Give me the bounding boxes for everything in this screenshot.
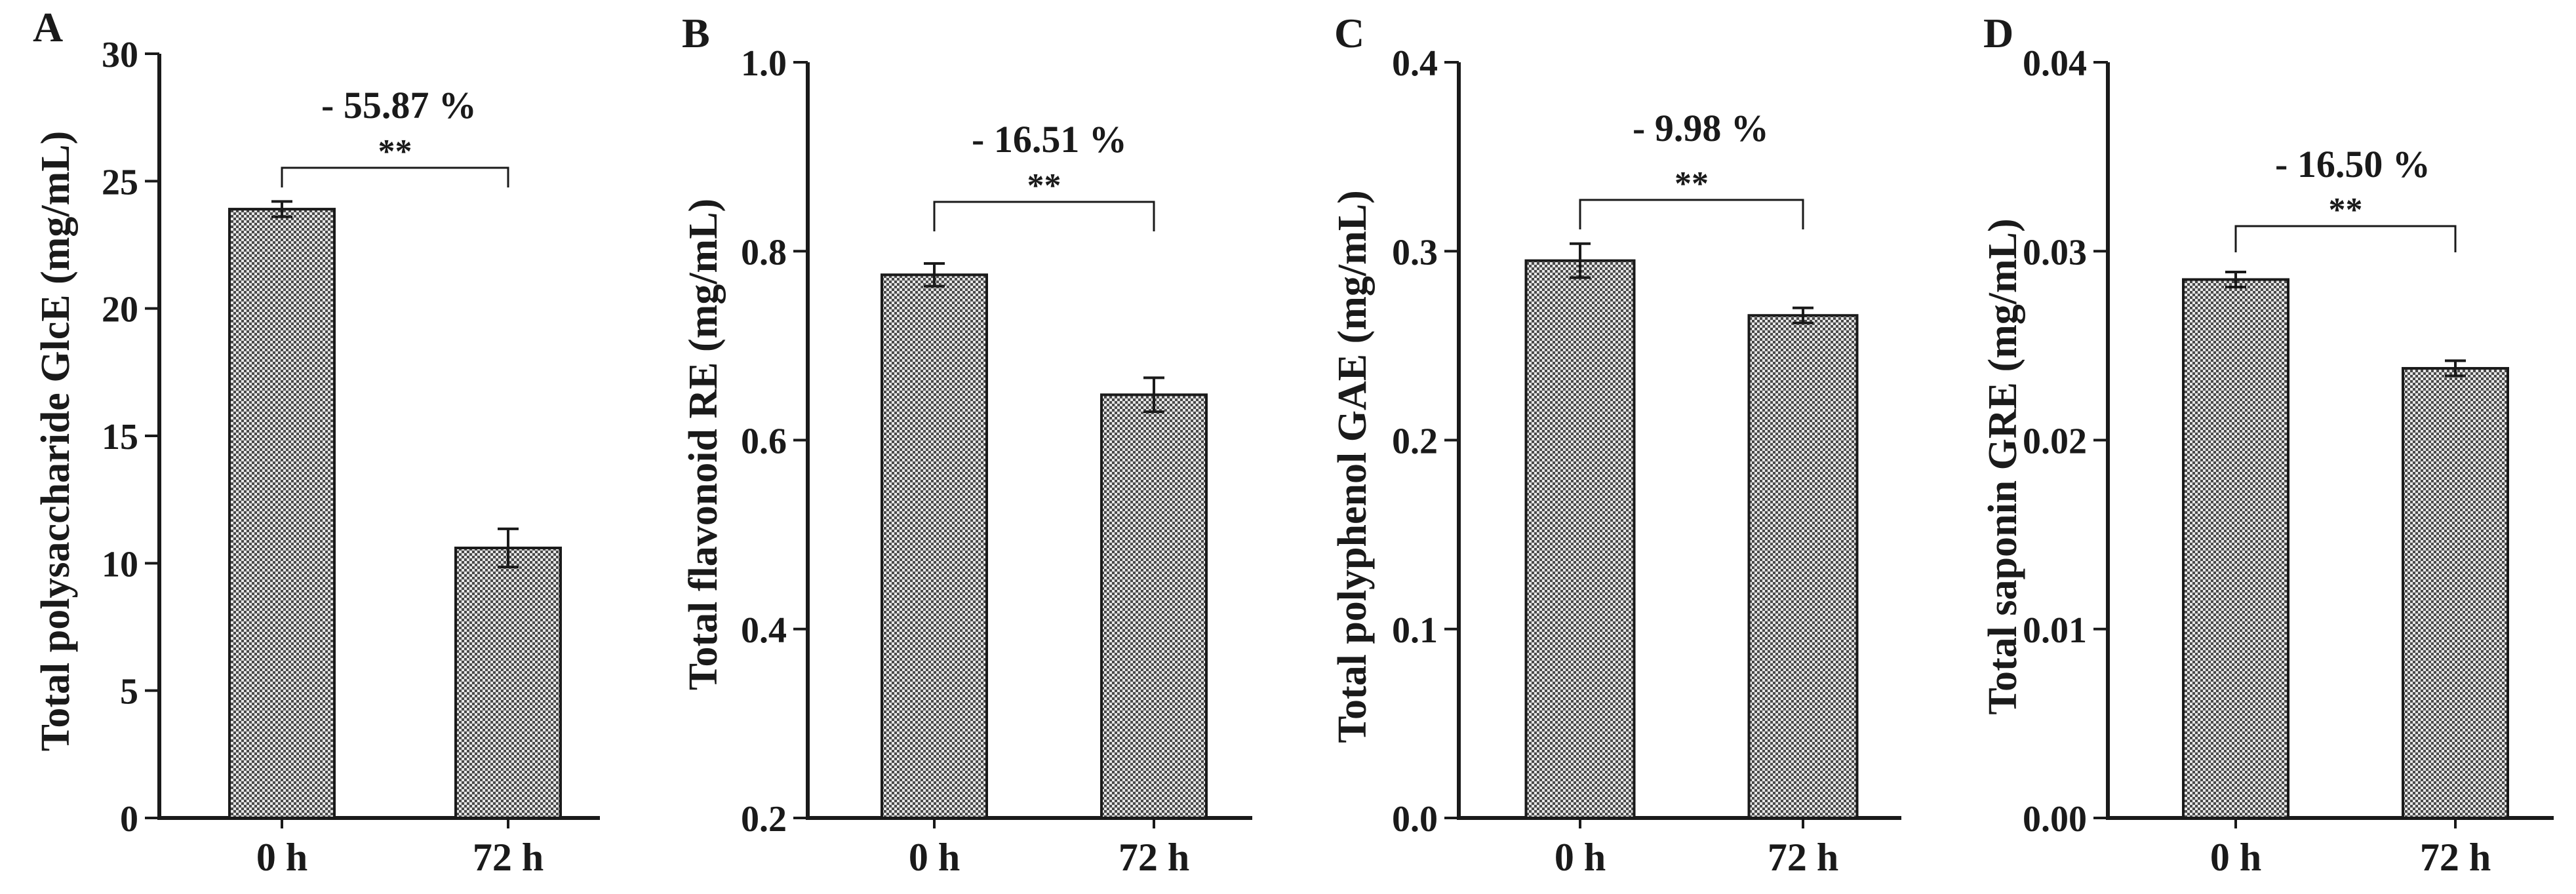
y-tick-label-a: 20	[102, 290, 138, 330]
panel-d: D Total saponin GRE (mg/mL) 0.00 0.01 0.02…	[1981, 10, 2554, 879]
bar-b-1	[1100, 393, 1208, 819]
y-tick-label-c: 0.0	[1392, 799, 1438, 840]
x-tick-label-a-0: 0 h	[256, 836, 307, 879]
y-axis-label-d: Total saponin GRE (mg/mL)	[1981, 218, 2025, 714]
change-annotation-b: - 16.51 %	[972, 118, 1127, 161]
bar-a-0	[228, 208, 336, 819]
plot-area-b: 0.2 0.4 0.6 0.8 1.0 0 h 72 h ** - 16.51 %	[741, 43, 1252, 879]
y-tick-label-d: 0.02	[2023, 421, 2087, 462]
significance-stars-c: **	[1674, 165, 1709, 203]
y-tick-label-a: 10	[102, 544, 138, 585]
y-tick-label-b: 0.8	[741, 232, 787, 273]
significance-bracket-c	[1579, 199, 1804, 229]
panel-b: B Total flavonoid RE (mg/mL) 0.20.40.60.…	[681, 10, 1252, 879]
x-tick-label-c-0: 0 h	[1555, 836, 1606, 879]
y-axis-label-a: Total polysaccharide GlcE (mg/mL)	[33, 131, 78, 752]
x-tick-label-d-0: 0 h	[2210, 836, 2261, 879]
bar-b-0	[881, 273, 988, 819]
panel-a: A Total polysaccharide GlcE (mg/mL) 0 5 10…	[33, 4, 600, 879]
y-tick-label-c: 0.2	[1392, 421, 1438, 462]
y-tick-label-a: 15	[102, 417, 138, 457]
x-tick-label-a-1: 72 h	[473, 836, 544, 879]
plot-area-c: 0.0 0.1 0.2 0.3 0.4 0 h 72 h ** - 9.98 %	[1392, 43, 1901, 879]
y-tick-label-d: 0.01	[2023, 610, 2087, 651]
y-tick-label-c: 0.1	[1392, 610, 1438, 651]
y-tick-label-a: 5	[120, 672, 138, 712]
plot-area-d: 0.00 0.01 0.02 0.03 0.04 0 h 72 h ** - 16.50 %	[2023, 43, 2554, 879]
y-axis-label-c: Total polyphenol GAE (mg/mL)	[1330, 190, 1375, 743]
y-tick-label-c: 0.3	[1392, 232, 1438, 273]
y-tick-label-b: 0.6	[741, 421, 787, 462]
panel-letter-a: A	[33, 4, 63, 50]
significance-stars-b: **	[1027, 167, 1061, 204]
change-annotation-a: - 55.87 %	[321, 84, 477, 126]
x-tick-label-b-0: 0 h	[909, 836, 960, 879]
x-tick-label-c-1: 72 h	[1768, 836, 1838, 879]
y-tick-label-a: 30	[102, 35, 138, 75]
panel-c: C Total polyphenol GAE (mg/mL) 0.0 0.1 0.2…	[1330, 10, 1901, 879]
significance-stars-d: **	[2329, 191, 2363, 229]
plot-area-a: 0 5 10 15 20 25 30 0 h 72 h ** - 55.87 %	[102, 35, 600, 879]
significance-bracket-a	[281, 166, 509, 187]
y-tick-label-d: 0.03	[2023, 232, 2087, 273]
significance-stars-a: **	[378, 133, 412, 170]
bar-c-1	[1747, 314, 1859, 819]
panel-letter-b: B	[682, 10, 710, 56]
significance-bracket-b	[933, 201, 1155, 231]
bar-d-1	[2402, 366, 2509, 819]
y-tick-label-a: 25	[102, 162, 138, 203]
bar-a-1	[454, 547, 562, 819]
bar-d-0	[2182, 278, 2289, 819]
y-tick-label-b: 1.0	[741, 43, 787, 84]
y-axis-label-b: Total flavonoid RE (mg/mL)	[681, 199, 726, 690]
significance-bracket-d	[2234, 225, 2457, 252]
x-tick-label-d-1: 72 h	[2420, 836, 2491, 879]
change-annotation-c: - 9.98 %	[1633, 107, 1769, 149]
y-tick-label-c: 0.4	[1392, 43, 1438, 84]
panel-letter-c: C	[1334, 10, 1364, 56]
y-tick-label-d: 0.00	[2023, 799, 2087, 840]
y-tick-label-d: 0.04	[2023, 43, 2087, 84]
x-tick-label-b-1: 72 h	[1119, 836, 1189, 879]
bar-c-0	[1524, 259, 1636, 820]
y-tick-label-a: 0	[120, 799, 138, 840]
panel-letter-d: D	[1983, 10, 2013, 56]
y-tick-label-b: 0.4	[741, 610, 787, 651]
change-annotation-d: - 16.50 %	[2275, 143, 2430, 185]
y-tick-label-b: 0.2	[741, 799, 787, 840]
